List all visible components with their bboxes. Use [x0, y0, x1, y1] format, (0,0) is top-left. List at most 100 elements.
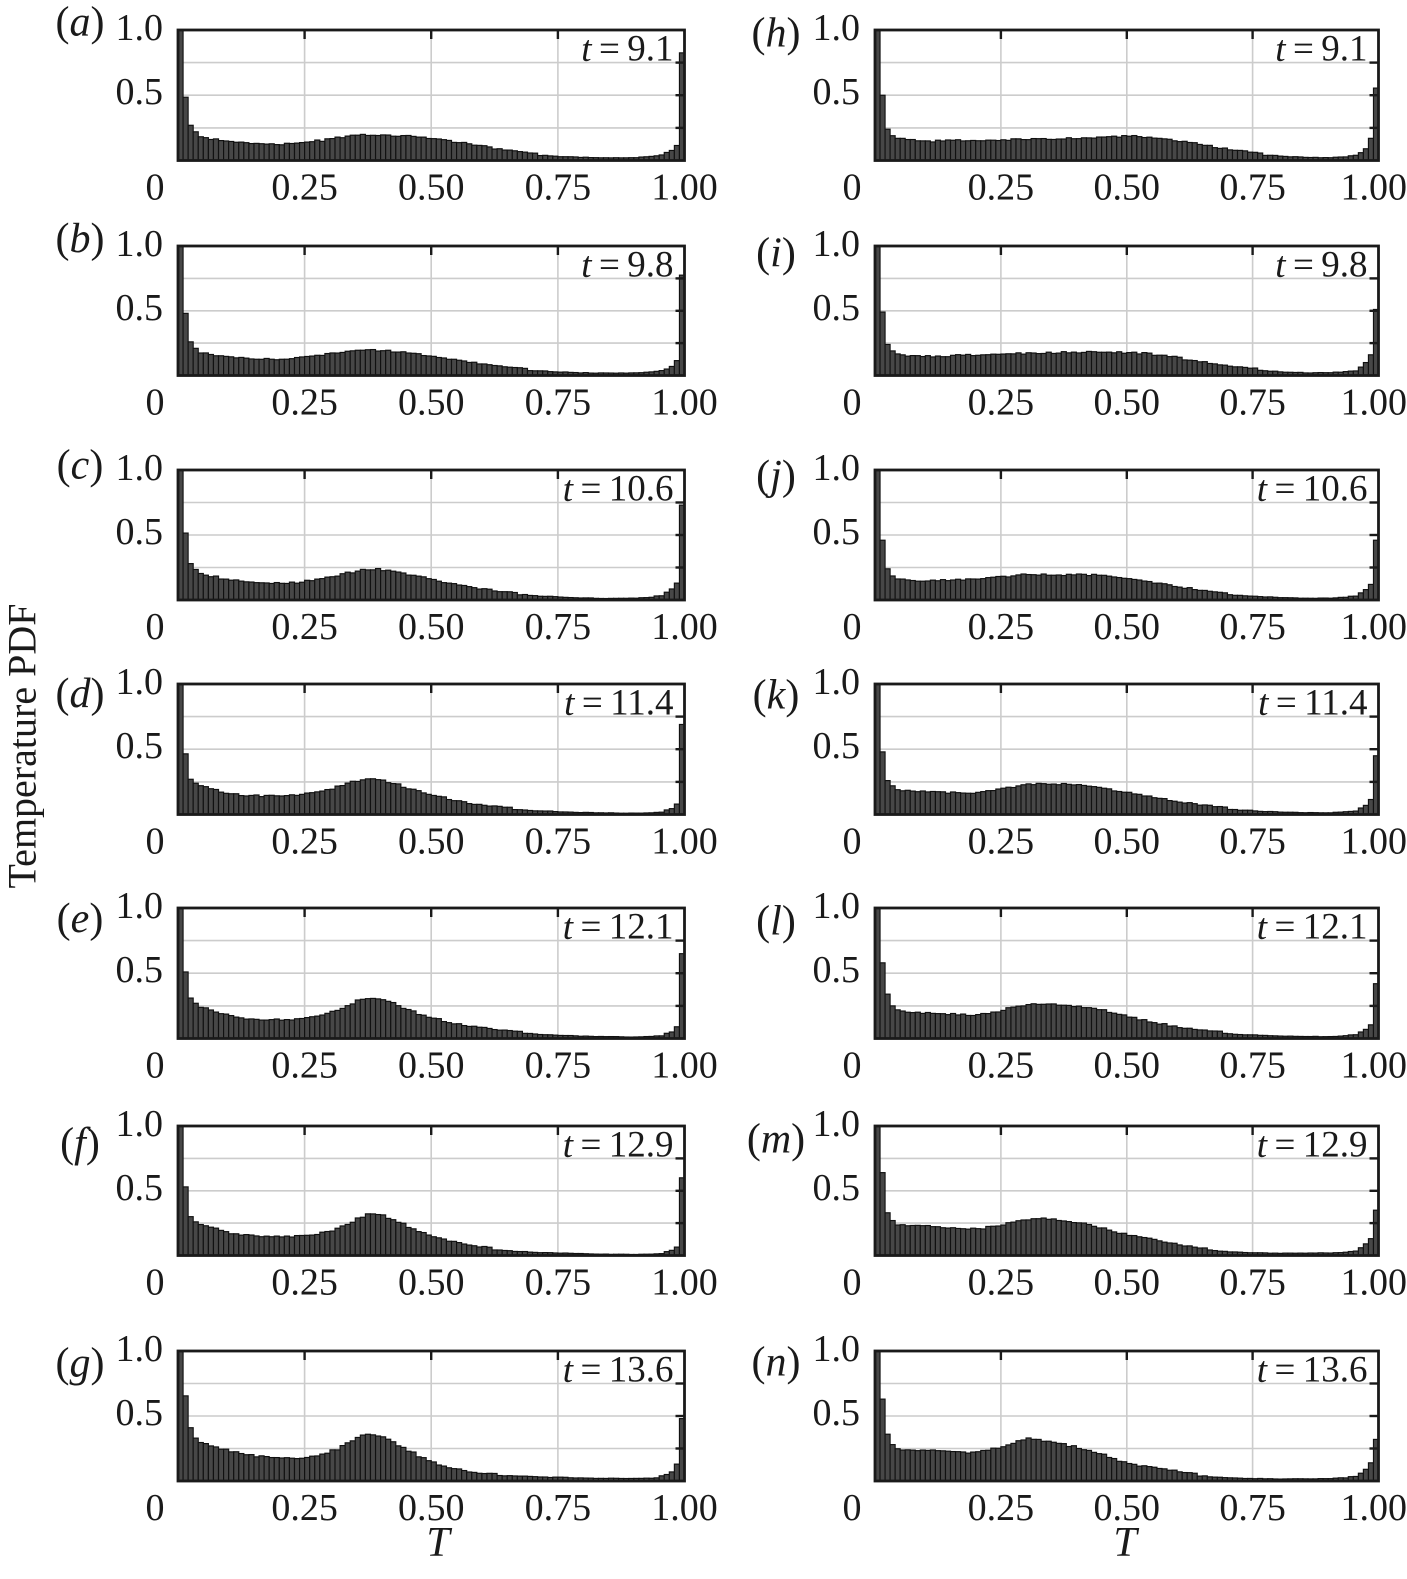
svg-text:1.00: 1.00	[651, 1487, 718, 1529]
svg-text:T: T	[1113, 1520, 1139, 1566]
svg-text:0.5: 0.5	[813, 511, 861, 553]
svg-text:1.0: 1.0	[813, 447, 861, 489]
svg-text:t = 12.1: t = 12.1	[1257, 907, 1368, 948]
svg-text:0.25: 0.25	[968, 382, 1035, 424]
svg-text:T: T	[426, 1520, 452, 1566]
svg-text:0.25: 0.25	[968, 1487, 1035, 1529]
svg-text:1.00: 1.00	[1341, 1487, 1407, 1529]
svg-text:0.5: 0.5	[116, 1167, 164, 1209]
svg-text:1.0: 1.0	[116, 661, 164, 703]
svg-text:0: 0	[146, 821, 165, 863]
svg-text:0.75: 0.75	[525, 1262, 592, 1304]
svg-text:0.5: 0.5	[116, 1392, 164, 1434]
svg-text:0.25: 0.25	[968, 606, 1035, 648]
svg-text:1.00: 1.00	[651, 1262, 718, 1304]
svg-text:1.00: 1.00	[1341, 1262, 1407, 1304]
svg-text:0.75: 0.75	[1219, 1262, 1286, 1304]
svg-text:0.75: 0.75	[1219, 167, 1286, 209]
svg-text:0.50: 0.50	[1094, 606, 1161, 648]
svg-text:1.0: 1.0	[813, 1103, 861, 1145]
svg-text:0.5: 0.5	[116, 511, 164, 553]
svg-text:1.00: 1.00	[1341, 382, 1407, 424]
svg-text:0.5: 0.5	[813, 71, 861, 113]
svg-text:0.5: 0.5	[116, 949, 164, 991]
svg-text:0: 0	[146, 1045, 165, 1087]
svg-text:0.5: 0.5	[116, 71, 164, 113]
svg-text:0: 0	[843, 1487, 862, 1529]
svg-text:0: 0	[843, 1045, 862, 1087]
svg-text:0.50: 0.50	[1094, 167, 1161, 209]
svg-text:0.25: 0.25	[968, 1045, 1035, 1087]
svg-text:0.5: 0.5	[116, 287, 164, 329]
svg-text:1.00: 1.00	[1341, 606, 1407, 648]
svg-text:0.25: 0.25	[968, 167, 1035, 209]
svg-text:t = 9.1: t = 9.1	[1275, 29, 1367, 70]
svg-text:0.75: 0.75	[1219, 1045, 1286, 1087]
svg-text:0.25: 0.25	[271, 821, 338, 863]
svg-text:t = 11.4: t = 11.4	[1258, 683, 1367, 724]
svg-text:0.50: 0.50	[398, 167, 465, 209]
svg-text:0: 0	[843, 382, 862, 424]
svg-text:0: 0	[843, 821, 862, 863]
svg-text:0.75: 0.75	[1219, 382, 1286, 424]
svg-text:1.0: 1.0	[813, 1328, 861, 1370]
svg-text:0.25: 0.25	[271, 1045, 338, 1087]
svg-text:0.50: 0.50	[1094, 382, 1161, 424]
svg-text:t = 11.4: t = 11.4	[564, 683, 673, 724]
svg-text:1.0: 1.0	[116, 885, 164, 927]
svg-text:0.75: 0.75	[1219, 1487, 1286, 1529]
svg-text:0.25: 0.25	[271, 1262, 338, 1304]
svg-text:0.5: 0.5	[813, 1392, 861, 1434]
svg-text:t = 9.8: t = 9.8	[1275, 245, 1367, 286]
svg-text:(j): (j)	[756, 453, 796, 499]
svg-text:0: 0	[146, 1262, 165, 1304]
svg-text:0.50: 0.50	[398, 606, 465, 648]
svg-text:1.00: 1.00	[1341, 821, 1407, 863]
svg-text:(m): (m)	[747, 1117, 805, 1163]
svg-text:1.0: 1.0	[813, 7, 861, 49]
svg-text:0.75: 0.75	[525, 1045, 592, 1087]
svg-text:0.75: 0.75	[525, 606, 592, 648]
svg-text:0.75: 0.75	[1219, 606, 1286, 648]
svg-text:1.0: 1.0	[116, 1328, 164, 1370]
svg-text:0.25: 0.25	[271, 167, 338, 209]
svg-text:t = 13.6: t = 13.6	[563, 1350, 674, 1391]
svg-text:t = 9.1: t = 9.1	[581, 29, 673, 70]
svg-text:(k): (k)	[753, 673, 800, 719]
svg-text:0.75: 0.75	[1219, 821, 1286, 863]
svg-text:0.50: 0.50	[1094, 1262, 1161, 1304]
svg-text:0.50: 0.50	[398, 821, 465, 863]
svg-text:1.00: 1.00	[651, 606, 718, 648]
svg-text:1.00: 1.00	[651, 1045, 718, 1087]
svg-text:t = 10.6: t = 10.6	[563, 469, 674, 510]
svg-text:1.00: 1.00	[651, 821, 718, 863]
svg-text:0.25: 0.25	[271, 382, 338, 424]
svg-text:0.25: 0.25	[271, 606, 338, 648]
svg-text:0: 0	[146, 606, 165, 648]
svg-text:1.00: 1.00	[1341, 167, 1407, 209]
svg-text:(h): (h)	[752, 11, 801, 57]
svg-text:1.0: 1.0	[116, 1103, 164, 1145]
svg-text:0.75: 0.75	[525, 821, 592, 863]
svg-text:0.50: 0.50	[398, 1045, 465, 1087]
svg-text:(d): (d)	[56, 671, 105, 717]
svg-text:0.5: 0.5	[813, 1167, 861, 1209]
svg-text:0: 0	[146, 382, 165, 424]
svg-text:(a): (a)	[56, 0, 105, 46]
svg-text:t = 12.9: t = 12.9	[1257, 1125, 1368, 1166]
svg-text:0.5: 0.5	[116, 725, 164, 767]
svg-text:0.5: 0.5	[813, 287, 861, 329]
svg-text:1.00: 1.00	[1341, 1045, 1407, 1087]
svg-text:0.75: 0.75	[525, 382, 592, 424]
svg-text:0.50: 0.50	[398, 1262, 465, 1304]
svg-text:1.0: 1.0	[116, 7, 164, 49]
svg-text:(i): (i)	[756, 231, 796, 277]
svg-text:1.0: 1.0	[813, 885, 861, 927]
svg-text:t = 12.9: t = 12.9	[563, 1125, 674, 1166]
svg-text:1.00: 1.00	[651, 382, 718, 424]
svg-text:1.00: 1.00	[651, 167, 718, 209]
svg-text:t = 12.1: t = 12.1	[563, 907, 674, 948]
svg-text:0.75: 0.75	[525, 1487, 592, 1529]
svg-text:0: 0	[843, 1262, 862, 1304]
svg-text:(f): (f)	[60, 1121, 100, 1167]
